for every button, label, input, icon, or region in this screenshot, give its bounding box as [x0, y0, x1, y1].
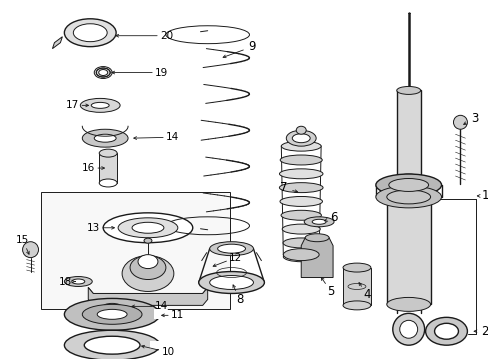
Ellipse shape — [72, 279, 84, 284]
Ellipse shape — [217, 244, 245, 253]
Ellipse shape — [103, 303, 121, 309]
Ellipse shape — [97, 309, 127, 319]
Ellipse shape — [209, 275, 253, 289]
Ellipse shape — [434, 323, 458, 339]
Ellipse shape — [73, 24, 107, 42]
Polygon shape — [150, 341, 163, 349]
Ellipse shape — [388, 179, 427, 192]
Ellipse shape — [99, 179, 117, 187]
Ellipse shape — [396, 86, 420, 94]
Text: 19: 19 — [155, 68, 168, 77]
Bar — [386, 197, 430, 305]
Text: 10: 10 — [161, 347, 174, 357]
Ellipse shape — [279, 169, 323, 179]
Text: 2: 2 — [481, 325, 488, 338]
Ellipse shape — [282, 224, 320, 234]
Text: 14: 14 — [166, 132, 179, 142]
Ellipse shape — [280, 197, 322, 206]
Ellipse shape — [132, 222, 163, 233]
Text: 16: 16 — [81, 163, 95, 173]
Bar — [41, 192, 229, 309]
Ellipse shape — [82, 305, 142, 324]
Ellipse shape — [399, 320, 417, 338]
Ellipse shape — [304, 217, 333, 227]
Text: 18: 18 — [59, 276, 72, 287]
Bar — [342, 267, 370, 305]
Text: 17: 17 — [65, 100, 79, 111]
Ellipse shape — [386, 190, 430, 204]
Bar — [396, 90, 420, 178]
Ellipse shape — [425, 317, 467, 345]
Text: 11: 11 — [171, 310, 184, 320]
Ellipse shape — [94, 134, 116, 142]
Ellipse shape — [64, 276, 92, 287]
Ellipse shape — [280, 155, 322, 165]
Text: 4: 4 — [363, 288, 370, 301]
Ellipse shape — [64, 19, 116, 47]
Text: 14: 14 — [155, 301, 168, 311]
Ellipse shape — [91, 102, 109, 108]
Ellipse shape — [99, 69, 107, 76]
Ellipse shape — [283, 238, 319, 248]
Ellipse shape — [292, 134, 309, 143]
Ellipse shape — [296, 126, 305, 134]
Ellipse shape — [82, 129, 128, 147]
Ellipse shape — [22, 242, 39, 258]
Ellipse shape — [118, 218, 178, 238]
Text: 5: 5 — [327, 285, 334, 298]
Ellipse shape — [94, 67, 112, 78]
Polygon shape — [88, 288, 207, 305]
Ellipse shape — [281, 141, 321, 151]
Ellipse shape — [80, 98, 120, 112]
Text: 3: 3 — [470, 112, 477, 125]
Ellipse shape — [209, 242, 253, 256]
Ellipse shape — [452, 115, 467, 129]
Ellipse shape — [311, 219, 325, 224]
Ellipse shape — [198, 271, 264, 293]
Ellipse shape — [375, 186, 441, 208]
Text: 6: 6 — [329, 211, 337, 224]
Ellipse shape — [103, 213, 192, 243]
Ellipse shape — [396, 174, 420, 182]
Ellipse shape — [281, 210, 321, 220]
Ellipse shape — [392, 313, 424, 345]
Text: 7: 7 — [279, 181, 286, 194]
Bar — [99, 153, 117, 183]
Ellipse shape — [283, 252, 319, 262]
Text: 13: 13 — [86, 223, 100, 233]
Ellipse shape — [143, 238, 152, 243]
Ellipse shape — [130, 256, 165, 279]
Ellipse shape — [342, 263, 370, 272]
Text: 15: 15 — [16, 235, 29, 245]
Text: 9: 9 — [248, 40, 256, 53]
Polygon shape — [154, 309, 166, 319]
Ellipse shape — [122, 256, 174, 292]
Text: 12: 12 — [228, 253, 242, 263]
Text: 1: 1 — [481, 189, 488, 202]
Ellipse shape — [138, 255, 158, 269]
Ellipse shape — [64, 330, 160, 360]
Ellipse shape — [285, 130, 316, 146]
Polygon shape — [52, 37, 62, 49]
Ellipse shape — [92, 300, 132, 313]
Ellipse shape — [283, 249, 319, 261]
Ellipse shape — [99, 149, 117, 157]
Text: 8: 8 — [235, 293, 243, 306]
Ellipse shape — [342, 301, 370, 310]
Polygon shape — [301, 238, 332, 278]
Ellipse shape — [84, 336, 140, 354]
Ellipse shape — [375, 174, 441, 196]
Ellipse shape — [305, 234, 328, 242]
Ellipse shape — [386, 297, 430, 311]
Text: 20: 20 — [160, 31, 173, 41]
Ellipse shape — [279, 183, 323, 193]
Ellipse shape — [64, 298, 160, 330]
